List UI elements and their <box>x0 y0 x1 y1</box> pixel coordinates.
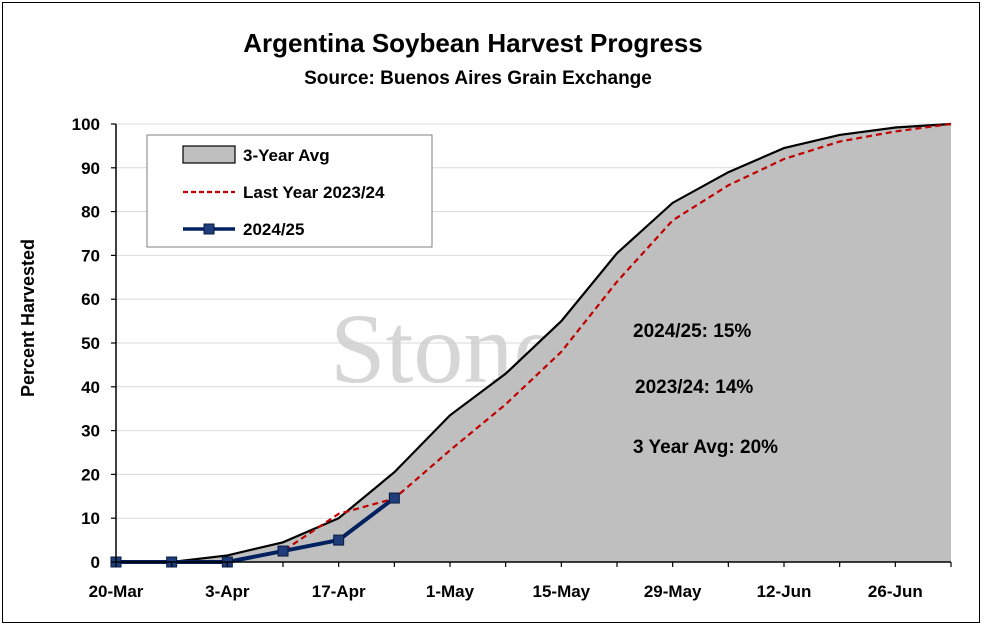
x-tick-label: 17-Apr <box>312 582 366 601</box>
annotation-last-year: 2023/24: 14% <box>635 377 753 398</box>
x-tick-labels: 20-Mar 3-Apr 17-Apr 1-May 15-May 29-May 12-Jun… <box>89 582 923 601</box>
x-tick-label: 3-Apr <box>205 582 250 601</box>
legend-marker-current <box>203 223 215 235</box>
series-avg-line <box>116 122 952 564</box>
annotation-current: 2024/25: 15% <box>633 321 751 342</box>
y-tick-label: 90 <box>81 159 100 178</box>
y-tick-label: 100 <box>72 115 100 134</box>
chart-subtitle: Source: Buenos Aires Grain Exchange <box>304 68 652 89</box>
series-current-point <box>277 545 289 557</box>
axes <box>111 123 952 567</box>
y-tick-label: 60 <box>81 290 100 309</box>
x-tick-label: 29-May <box>644 582 702 601</box>
y-tick-label: 40 <box>81 378 100 397</box>
legend-label-last-year: Last Year 2023/24 <box>243 183 385 202</box>
legend-label-avg: 3-Year Avg <box>243 146 330 165</box>
legend: 3-Year Avg Last Year 2023/24 2024/25 <box>146 134 433 248</box>
y-tick-label: 20 <box>81 465 100 484</box>
y-tick-label: 0 <box>91 553 100 572</box>
y-tick-label: 80 <box>81 203 100 222</box>
avg-area-group <box>116 122 952 564</box>
x-tick-label: 26-Jun <box>868 582 923 601</box>
series-current-point <box>333 534 345 546</box>
y-tick-labels: 0 10 20 30 40 50 60 70 80 90 100 <box>72 115 100 572</box>
y-tick-label: 30 <box>81 422 100 441</box>
legend-label-current: 2024/25 <box>243 220 304 239</box>
y-tick-label: 10 <box>81 509 100 528</box>
legend-swatch-avg <box>182 145 236 164</box>
x-tick-label: 1-May <box>426 582 475 601</box>
annotation-avg: 3 Year Avg: 20% <box>633 437 778 458</box>
x-tick-label: 12-Jun <box>757 582 812 601</box>
chart-title: Argentina Soybean Harvest Progress <box>243 28 703 58</box>
series-avg-area <box>116 124 951 562</box>
y-tick-label: 50 <box>81 334 100 353</box>
y-axis-label: Percent Harvested <box>18 239 38 397</box>
series-last-year-line <box>116 122 952 564</box>
x-tick-label: 15-May <box>533 582 591 601</box>
x-tick-label: 20-Mar <box>89 582 144 601</box>
series-current-point <box>388 492 400 504</box>
y-tick-label: 70 <box>81 246 100 265</box>
